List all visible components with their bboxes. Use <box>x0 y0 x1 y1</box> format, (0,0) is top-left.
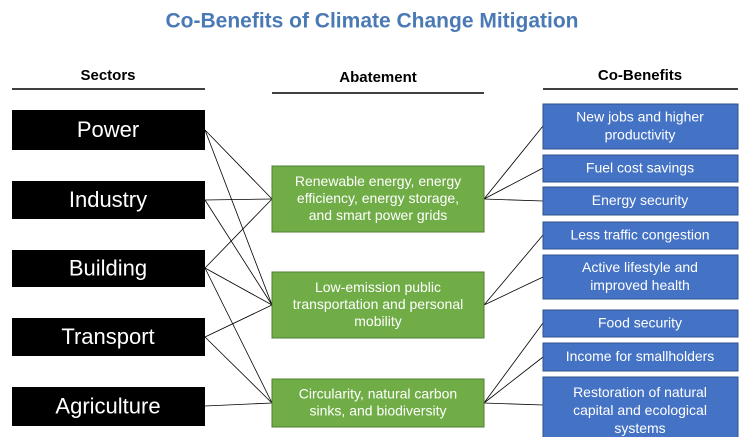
cobenefit-box <box>542 186 739 216</box>
text-line: Food security <box>598 314 682 330</box>
text-line: Restoration of natural <box>573 384 707 400</box>
text-line: capital and ecological <box>573 402 707 418</box>
cobenefits-label: Food security <box>598 314 682 330</box>
cobenefits-label: Income for smallholders <box>566 348 715 364</box>
cobenefits-label: Less traffic congestion <box>570 226 709 242</box>
cobenefits-label: Energy security <box>592 192 688 208</box>
connector <box>483 198 544 202</box>
text-line: Energy security <box>592 192 688 208</box>
connector <box>204 267 273 306</box>
text-line: transportation and personal <box>293 296 463 312</box>
abatement-label: Renewable energy, energy efficiency, ener… <box>295 173 461 223</box>
text-line: Low-emission public <box>315 279 441 295</box>
text-line: Renewable energy, energy <box>295 173 461 189</box>
connector <box>483 167 544 200</box>
cobenefit-box <box>542 221 739 250</box>
sector-box <box>12 110 205 150</box>
text-line: productivity <box>605 126 676 142</box>
cobenefit-box <box>542 103 739 150</box>
connector <box>483 322 544 404</box>
connector <box>204 267 273 404</box>
text-line: Less traffic congestion <box>570 226 709 242</box>
text-line: Fuel cost savings <box>586 159 694 175</box>
connector <box>204 129 273 306</box>
text-line: New jobs and higher <box>576 108 704 124</box>
connector <box>483 356 544 404</box>
sector-box <box>12 318 205 356</box>
sector-box <box>12 181 205 219</box>
cobenefits-label: Restoration of natural capital and ecolog… <box>573 384 707 436</box>
text-line: Active lifestyle and <box>582 259 698 275</box>
header-abatement: Abatement <box>339 69 417 86</box>
connector <box>204 198 273 269</box>
cobenefit-box <box>542 254 739 300</box>
cobenefits-label: Active lifestyle and improved health <box>582 259 698 293</box>
abatement-box <box>271 378 485 428</box>
text-line: mobility <box>354 313 401 329</box>
cobenefit-box <box>542 309 739 338</box>
connector <box>204 402 273 407</box>
connector <box>204 199 273 306</box>
text-line: and smart power grids <box>309 207 448 223</box>
text-line: efficiency, energy storage, <box>297 190 459 206</box>
sector-label: Power <box>77 117 139 142</box>
sector-label: Industry <box>69 187 147 212</box>
connector <box>483 125 544 200</box>
connectors <box>204 125 544 407</box>
sector-label: Transport <box>61 324 154 349</box>
sector-box <box>12 387 205 426</box>
connector <box>483 234 544 306</box>
cobenefits-label: New jobs and higher productivity <box>576 108 704 142</box>
sector-box <box>12 250 205 287</box>
text-line: Circularity, natural carbon <box>299 385 457 401</box>
connector <box>483 276 544 306</box>
abatement-box <box>271 165 485 233</box>
title: Co-Benefits of Climate Change Mitigation <box>165 10 578 33</box>
sector-label: Building <box>69 255 147 280</box>
text-line: systems <box>614 420 665 436</box>
text-line: sinks, and biodiversity <box>310 402 447 418</box>
cobenefit-box <box>542 154 739 183</box>
abatement-box <box>271 271 485 339</box>
cobenefits-label: Fuel cost savings <box>586 159 694 175</box>
connector <box>483 402 544 406</box>
cobenefit-box <box>542 376 739 442</box>
text-line: improved health <box>590 277 690 293</box>
abatement-label: Circularity, natural carbon sinks, and bi… <box>299 385 457 418</box>
cobenefit-box <box>542 342 739 372</box>
text-line: Income for smallholders <box>566 348 715 364</box>
header-sectors: Sectors <box>80 67 135 84</box>
connector <box>204 336 273 404</box>
abatement-label: Low-emission public transportation and pe… <box>293 279 463 329</box>
header-cobenefits: Co-Benefits <box>598 67 682 84</box>
sector-label: Agriculture <box>55 393 160 418</box>
connector <box>204 304 273 338</box>
connector <box>204 129 273 200</box>
connector <box>204 198 273 201</box>
